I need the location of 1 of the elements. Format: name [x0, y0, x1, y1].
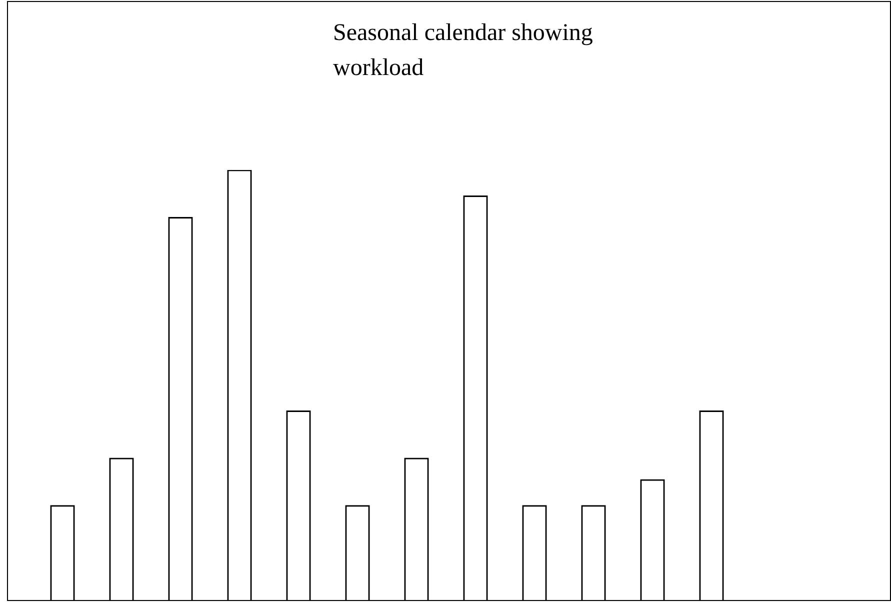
chart-title: Seasonal calendar showing workload — [333, 19, 594, 83]
